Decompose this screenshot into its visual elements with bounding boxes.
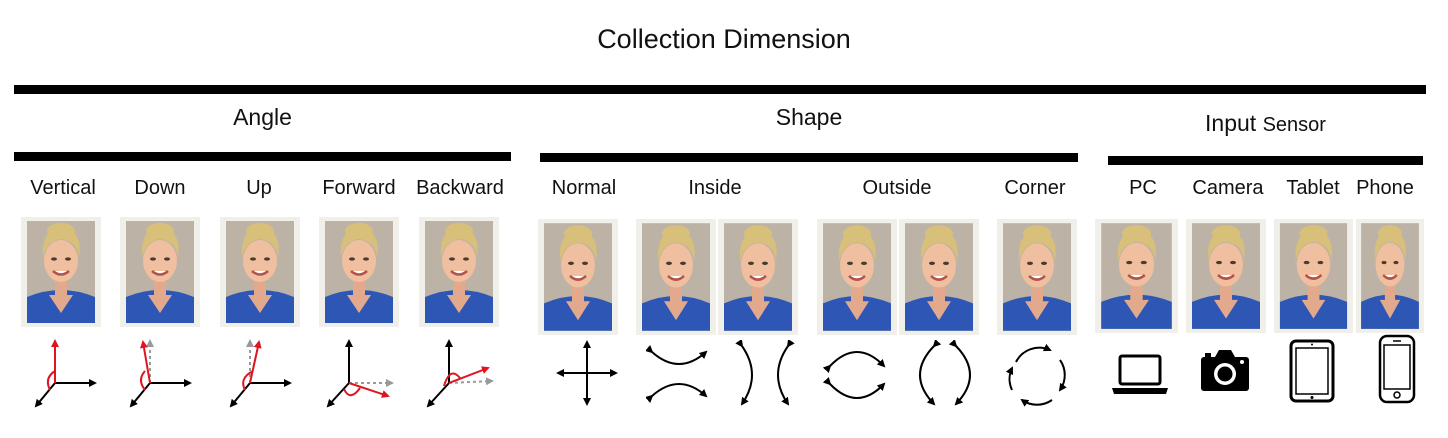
inward-curves-horizontal-icon [646, 344, 712, 404]
circular-arrows-icon [1002, 340, 1072, 410]
tablet-icon [1288, 338, 1336, 404]
label-forward: Forward [322, 177, 396, 199]
group-title-sensor-suffix: Sensor [1262, 114, 1326, 136]
photo-phone [1356, 219, 1424, 333]
photo-down [120, 217, 200, 327]
label-corner: Corner [1004, 177, 1066, 199]
inward-curves-icon [730, 340, 800, 410]
label-inside: Inside [688, 177, 742, 199]
divider-angle [14, 152, 511, 161]
photo-outside-2 [899, 219, 979, 335]
label-camera: Camera [1192, 177, 1264, 199]
phone-icon [1376, 334, 1418, 404]
photo-inside-1 [636, 219, 716, 335]
photo-vertical [21, 217, 101, 327]
photo-normal [538, 219, 618, 335]
photo-tablet [1274, 219, 1353, 333]
axes-vertical-icon [30, 336, 100, 412]
photo-forward [319, 217, 399, 327]
laptop-icon [1110, 352, 1170, 396]
label-tablet: Tablet [1286, 177, 1340, 199]
label-phone: Phone [1356, 177, 1414, 199]
outward-curves-icon [822, 342, 892, 408]
group-title-sensor: Input Sensor [1108, 110, 1423, 137]
label-outside: Outside [862, 177, 932, 199]
camera-icon [1199, 347, 1251, 393]
photo-backward [419, 217, 499, 327]
label-up: Up [246, 177, 272, 199]
photo-inside-2 [718, 219, 798, 335]
diagram-title: Collection Dimension [597, 24, 851, 54]
axes-down-icon [125, 336, 195, 412]
photo-up [220, 217, 300, 327]
axes-up-icon [225, 336, 295, 412]
outward-curves-vertical-icon [910, 340, 980, 410]
photo-outside-1 [817, 219, 897, 335]
axes-backward-icon [422, 336, 498, 412]
group-title-angle: Angle [233, 104, 292, 130]
label-backward: Backward [416, 177, 504, 199]
label-vertical: Vertical [30, 177, 96, 199]
top-divider [14, 85, 1426, 94]
divider-sensor [1108, 156, 1423, 165]
group-title-sensor-main: Input [1205, 110, 1257, 136]
photo-pc [1095, 219, 1178, 333]
cross-arrows-icon [554, 338, 620, 408]
photo-camera [1186, 219, 1266, 333]
axes-forward-icon [322, 336, 398, 412]
label-normal: Normal [551, 177, 617, 199]
divider-shape [540, 153, 1078, 162]
label-pc: PC [1129, 177, 1157, 199]
photo-corner [997, 219, 1077, 335]
group-title-shape: Shape [775, 104, 843, 130]
label-down: Down [134, 177, 186, 199]
